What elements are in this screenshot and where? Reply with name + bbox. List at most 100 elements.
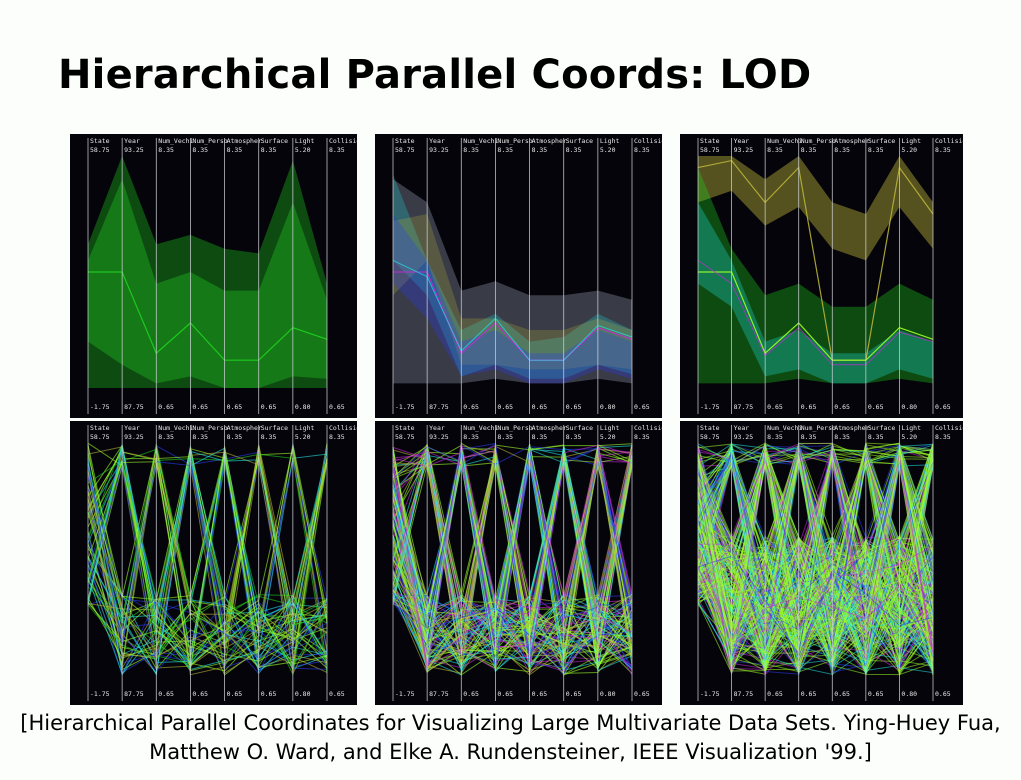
axis-max-label: 8.35 <box>227 146 243 154</box>
axis-name-label: Light <box>600 424 620 432</box>
data-polyline <box>697 454 934 673</box>
axis-name-label: Num_Perso <box>497 424 532 432</box>
cluster-mean-line <box>698 271 934 361</box>
data-polyline <box>697 555 934 658</box>
data-polyline <box>87 444 328 671</box>
data-polyline <box>392 454 633 646</box>
axis-max-label: 8.35 <box>834 146 850 154</box>
axis-min-label: 0.65 <box>497 403 513 411</box>
data-polyline <box>697 441 934 624</box>
axis-min-label: 0.65 <box>261 403 277 411</box>
axis-min-label: 0.80 <box>901 403 917 411</box>
axis-max-label: 93.25 <box>734 146 754 154</box>
data-polyline <box>87 443 328 674</box>
axis-name-label: Year <box>429 137 445 145</box>
data-polyline <box>392 442 633 671</box>
axis-name-label: Light <box>295 424 315 432</box>
cluster-band <box>393 174 632 379</box>
data-polyline <box>392 449 633 669</box>
axis-name-label: Surface <box>261 424 288 432</box>
axis-name-label: State <box>90 137 110 145</box>
axis-name-label: State <box>395 137 415 145</box>
axis-name-label: Surface <box>566 137 593 145</box>
axis-min-label: 0.65 <box>192 690 208 698</box>
axis-max-label: 8.35 <box>935 146 951 154</box>
axis-min-label: 87.75 <box>734 403 754 411</box>
axis-min-label: 0.65 <box>868 403 884 411</box>
axis-name-label: Atmospher <box>227 137 262 145</box>
axis-name-label: Num_Perso <box>801 424 836 432</box>
axis-min-label: -1.75 <box>90 403 110 411</box>
lod-panel-3: State 58.75 -1.75 Year 93.25 87.75 Num_Vechi 8.… <box>680 134 963 418</box>
data-polyline <box>697 460 934 643</box>
cluster-mean-line <box>697 259 934 366</box>
data-polyline <box>87 446 328 668</box>
axis-name-label: Year <box>124 137 140 145</box>
data-polyline <box>697 447 934 653</box>
axis-name-label: Year <box>124 424 140 432</box>
cluster-band <box>393 214 632 370</box>
data-polyline <box>87 556 328 665</box>
axis-name-label: Collision <box>329 137 357 145</box>
cluster-mean-line <box>697 159 934 361</box>
axis-name-label: Collision <box>935 424 963 432</box>
parallel-coords-plot: State58.75-1.75Year93.2587.75Num_Vechi8.… <box>697 424 963 701</box>
axis-max-label: 8.35 <box>566 146 582 154</box>
axis-name-label: Year <box>734 424 750 432</box>
cluster-mean-line <box>393 271 633 361</box>
axis-max-label: 93.25 <box>429 146 449 154</box>
axis-min-label: 0.65 <box>532 690 548 698</box>
data-polyline <box>392 444 633 648</box>
axis-max-label: 8.35 <box>192 146 208 154</box>
axis-name-label: Collision <box>634 137 662 145</box>
axis-min-label: 0.80 <box>295 690 311 698</box>
axis-max-label: 8.35 <box>767 433 783 441</box>
axis-min-label: -1.75 <box>700 403 720 411</box>
axis-name-label: Year <box>734 137 750 145</box>
cluster-band <box>88 179 327 388</box>
data-polyline <box>392 450 633 673</box>
data-polyline <box>697 450 934 674</box>
axis-min-label: 0.65 <box>192 403 208 411</box>
data-polyline <box>697 581 934 673</box>
data-polyline <box>697 493 934 673</box>
axis-min-label: -1.75 <box>90 690 110 698</box>
data-polyline <box>697 458 934 662</box>
data-polyline <box>697 443 934 670</box>
axis-min-label: 0.65 <box>566 403 582 411</box>
data-polyline <box>392 451 633 666</box>
axis-max-label: 93.25 <box>124 146 144 154</box>
axis-max-label: 58.75 <box>700 146 720 154</box>
axis-max-label: 8.35 <box>935 433 951 441</box>
axis-name-label: Surface <box>566 424 593 432</box>
data-polyline <box>392 463 633 671</box>
axis-max-label: 8.35 <box>634 433 650 441</box>
data-polyline <box>392 589 633 654</box>
parallel-coords-plot: State58.75-1.75Year93.2587.75Num_Vechi8.… <box>697 137 963 414</box>
axis-min-label: 0.65 <box>463 690 479 698</box>
data-polyline <box>87 598 328 668</box>
data-polyline <box>392 459 633 670</box>
caption-line-1: [Hierarchical Parallel Coordinates for V… <box>20 711 1001 735</box>
axis-max-label: 5.20 <box>295 433 311 441</box>
axis-max-label: 8.35 <box>868 433 884 441</box>
axis-name-label: Atmospher <box>834 424 869 432</box>
axis-max-label: 8.35 <box>463 146 479 154</box>
axis-max-label: 8.35 <box>261 433 277 441</box>
axis-min-label: 0.65 <box>801 690 817 698</box>
data-polyline <box>392 478 633 676</box>
lod-panel-4: State 58.75 -1.75 Year 93.25 87.75 Num_Vechi 8.… <box>70 421 357 705</box>
data-polyline <box>392 442 633 656</box>
axis-name-label: Num_Perso <box>192 137 227 145</box>
cluster-band <box>393 214 632 384</box>
axis-max-label: 8.35 <box>834 433 850 441</box>
data-polyline <box>87 542 328 665</box>
cluster-mean-line <box>88 271 328 361</box>
data-polyline <box>697 554 934 647</box>
parallel-coords-plot: State58.75-1.75Year93.2587.75Num_Vechi8.… <box>392 137 662 414</box>
axis-min-label: 0.65 <box>566 690 582 698</box>
axis-max-label: 58.75 <box>700 433 720 441</box>
axis-max-label: 8.35 <box>497 433 513 441</box>
cluster-band <box>698 156 933 261</box>
data-polyline <box>87 459 328 668</box>
